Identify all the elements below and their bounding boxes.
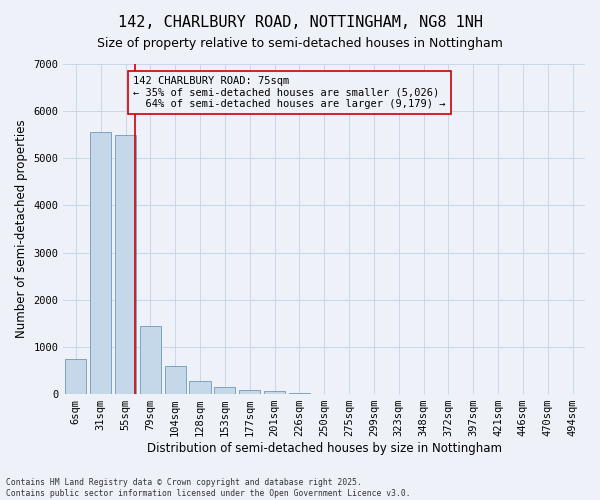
Bar: [65, 358, 86, 394]
Text: Contains HM Land Registry data © Crown copyright and database right 2025.
Contai: Contains HM Land Registry data © Crown c…: [6, 478, 410, 498]
Text: Size of property relative to semi-detached houses in Nottingham: Size of property relative to semi-detach…: [97, 38, 503, 51]
Bar: [164, 366, 186, 394]
Text: 142 CHARLBURY ROAD: 75sqm
← 35% of semi-detached houses are smaller (5,026)
  64: 142 CHARLBURY ROAD: 75sqm ← 35% of semi-…: [133, 76, 445, 109]
X-axis label: Distribution of semi-detached houses by size in Nottingham: Distribution of semi-detached houses by …: [147, 442, 502, 455]
Bar: [90, 132, 111, 394]
Text: 142, CHARLBURY ROAD, NOTTINGHAM, NG8 1NH: 142, CHARLBURY ROAD, NOTTINGHAM, NG8 1NH: [118, 15, 482, 30]
Y-axis label: Number of semi-detached properties: Number of semi-detached properties: [15, 120, 28, 338]
Bar: [115, 134, 136, 394]
Bar: [239, 390, 260, 394]
Bar: [214, 387, 235, 394]
Bar: [264, 392, 285, 394]
Bar: [190, 382, 211, 394]
Bar: [140, 326, 161, 394]
